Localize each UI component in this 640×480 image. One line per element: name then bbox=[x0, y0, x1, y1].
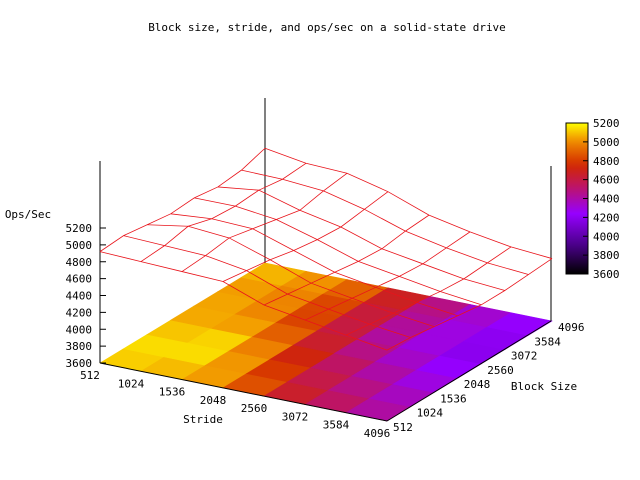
mesh-line-stride bbox=[140, 162, 307, 262]
mesh-line-block bbox=[217, 186, 505, 291]
y-axis-line bbox=[386, 320, 552, 422]
x-tick-label: 3072 bbox=[282, 410, 309, 423]
mesh-line-stride bbox=[304, 231, 471, 321]
chart-title: Block size, stride, and ops/sec on a sol… bbox=[148, 21, 506, 34]
x-tick-label: 512 bbox=[80, 369, 100, 382]
z-axis-label: Ops/Sec bbox=[5, 208, 51, 221]
colorbar-tick-label: 4800 bbox=[593, 155, 620, 168]
colorbar-tick-label: 5000 bbox=[593, 136, 620, 149]
y-tick-label: 1024 bbox=[417, 407, 444, 420]
x-tick-label: 2048 bbox=[200, 394, 227, 407]
x-tick-label: 2560 bbox=[241, 402, 268, 415]
z-tick-label: 5200 bbox=[66, 222, 93, 235]
mesh-line-block bbox=[147, 224, 435, 327]
x-tick-label: 1024 bbox=[118, 377, 145, 390]
colorbar-tick-label: 4000 bbox=[593, 230, 620, 243]
mesh-line-block bbox=[194, 197, 482, 306]
mesh-line-block bbox=[170, 213, 458, 317]
y-tick-label: 3584 bbox=[534, 335, 561, 348]
y-axis-label: Block Size bbox=[511, 380, 577, 393]
floor-heatmap bbox=[99, 262, 553, 422]
colorbar-tick-label: 3800 bbox=[593, 249, 620, 262]
mesh-line-stride bbox=[181, 172, 348, 272]
x-tick-label: 3584 bbox=[323, 419, 350, 432]
mesh-line-block bbox=[123, 235, 411, 338]
y-tick-label: 512 bbox=[393, 421, 413, 434]
surface-mesh bbox=[99, 147, 553, 351]
z-tick-label: 4600 bbox=[66, 273, 93, 286]
y-tick-label: 2560 bbox=[487, 364, 514, 377]
z-tick-label: 3600 bbox=[66, 357, 93, 370]
mesh-line-stride bbox=[222, 191, 389, 282]
mesh-line-stride bbox=[263, 214, 430, 306]
x-axis-label: Stride bbox=[183, 413, 223, 426]
y-tick-label: 4096 bbox=[558, 321, 585, 334]
y-tick-label: 1536 bbox=[440, 392, 467, 405]
floor-cell bbox=[486, 312, 553, 336]
colorbar-tick-label: 4400 bbox=[593, 193, 620, 206]
x-axis-line bbox=[99, 362, 388, 422]
colorbar-tick-label: 4600 bbox=[593, 174, 620, 187]
mesh-line-stride bbox=[386, 258, 553, 351]
colorbar: 3600 3800 4000 4200 4400 4600 4800 5000 5200 bbox=[565, 117, 620, 281]
z-tick-label: 4400 bbox=[66, 290, 93, 303]
colorbar-tick-label: 3600 bbox=[593, 268, 620, 281]
z-tick-label: 5000 bbox=[66, 239, 93, 252]
x-tick-label: 1536 bbox=[159, 386, 186, 399]
y-tick-label: 2048 bbox=[464, 378, 491, 391]
mesh-line-block bbox=[99, 251, 388, 351]
z-tick-label: 4800 bbox=[66, 256, 93, 269]
colorbar-tick-label: 4200 bbox=[593, 211, 620, 224]
mesh-line-block bbox=[264, 147, 553, 259]
z-tick-label: 4000 bbox=[66, 323, 93, 336]
mesh-line-stride bbox=[345, 246, 512, 336]
x-tick-label: 4096 bbox=[364, 427, 391, 440]
z-tick-label: 3800 bbox=[66, 340, 93, 353]
mesh-line-stride bbox=[99, 147, 266, 252]
z-tick-label: 4200 bbox=[66, 306, 93, 319]
mesh-line-block bbox=[241, 169, 529, 275]
colorbar-tick-label: 5200 bbox=[593, 117, 620, 130]
y-tick-label: 3072 bbox=[511, 350, 538, 363]
